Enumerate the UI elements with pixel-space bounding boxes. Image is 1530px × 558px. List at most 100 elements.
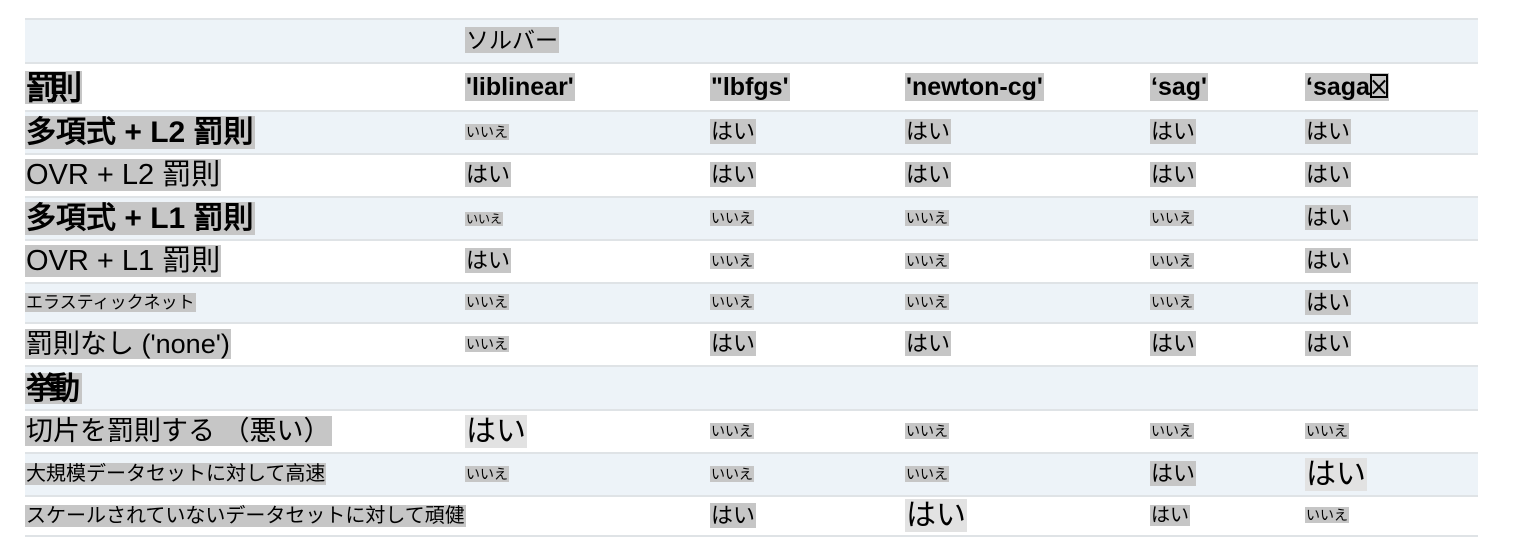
cell-value: いいえ	[1305, 507, 1349, 523]
cell-value: いいえ	[1150, 294, 1194, 310]
row-label-cell: 多項式 + L1 罰則	[25, 197, 465, 240]
section-behavior-filler-newton-cg	[905, 366, 1150, 410]
table-row: OVR + L2 罰則 はい はい はい はい はい	[25, 154, 1479, 197]
cell-newton-cg: いいえ	[905, 453, 1150, 496]
section-behavior-filler-saga	[1305, 366, 1478, 410]
column-header-newton-cg-cell: 'newton-cg'	[905, 63, 1150, 111]
table-row: 大規模データセットに対して高速 いいえ いいえ いいえ はい はい	[25, 453, 1479, 496]
row-label: スケールされていないデータセットに対して頑健	[25, 504, 466, 527]
row-label-cell: OVR + L1 罰則	[25, 240, 465, 283]
cell-value: いいえ	[905, 252, 949, 269]
row-label-cell: OVR + L2 罰則	[25, 154, 465, 197]
cell-sag: はい	[1150, 111, 1305, 154]
row-label: 罰則なし ('none')	[25, 329, 231, 359]
row-label: 多項式 + L1 罰則	[25, 201, 255, 235]
cell-newton-cg: はい	[905, 323, 1150, 366]
cell-liblinear: はい	[465, 240, 710, 283]
cell-newton-cg: いいえ	[905, 283, 1150, 323]
cell-value: はい	[1305, 289, 1352, 315]
cell-value: はい	[1305, 205, 1352, 230]
cell-saga: はい	[1305, 453, 1478, 496]
cell-lbfgs: はい	[710, 111, 905, 154]
table-row: 多項式 + L2 罰則 いいえ はい はい はい はい	[25, 111, 1479, 154]
cell-value: はい	[1305, 457, 1367, 491]
cell-value: はい	[710, 162, 757, 187]
cell-value: いいえ	[465, 335, 509, 352]
column-header-lbfgs-cell: "lbfgs'	[710, 63, 905, 111]
cell-newton-cg: はい	[905, 154, 1150, 197]
row-label-cell: 切片を罰則する （悪い）	[25, 410, 465, 453]
cell-value: はい	[465, 414, 527, 448]
table-row-column-header: 罰則 'liblinear' "lbfgs' 'newton-cg' ‘sag'…	[25, 63, 1479, 111]
cell-value: いいえ	[1305, 422, 1349, 439]
cell-value: いいえ	[465, 123, 509, 140]
cell-value: はい	[1305, 248, 1352, 273]
section-behavior-filler-liblinear	[465, 366, 710, 410]
cell-sag: いいえ	[1150, 197, 1305, 240]
cell-newton-cg: いいえ	[905, 197, 1150, 240]
table-row-group-header: ソルバー	[25, 19, 1479, 63]
cell-value: はい	[710, 502, 757, 528]
table-row: 多項式 + L1 罰則 いいえ いいえ いいえ いいえ はい	[25, 197, 1479, 240]
column-header-sag-cell: ‘sag'	[1150, 63, 1305, 111]
cell-liblinear: はい	[465, 410, 710, 453]
column-header-saga-label: ‘saga	[1306, 72, 1370, 101]
cell-sag: いいえ	[1150, 283, 1305, 323]
cell-value: いいえ	[905, 209, 949, 226]
row-label: 大規模データセットに対して高速	[25, 463, 327, 485]
row-label: OVR + L2 罰則	[25, 159, 222, 191]
cell-liblinear: いいえ	[465, 283, 710, 323]
row-label: 多項式 + L2 罰則	[25, 115, 255, 149]
cell-value: いいえ	[465, 211, 504, 226]
cell-value: いいえ	[1150, 252, 1194, 269]
cell-value: はい	[1150, 331, 1197, 356]
cell-value: はい	[710, 119, 757, 144]
section-behavior-filler-sag	[1150, 366, 1305, 410]
cell-saga: はい	[1305, 283, 1478, 323]
cell-value: いいえ	[710, 209, 754, 226]
cell-value: いいえ	[710, 252, 754, 269]
cell-lbfgs: いいえ	[710, 240, 905, 283]
row-label: 切片を罰則する （悪い）	[25, 416, 332, 446]
cell-value: はい	[465, 248, 512, 273]
cell-lbfgs: はい	[710, 323, 905, 366]
cell-saga: はい	[1305, 111, 1478, 154]
cell-saga: はい	[1305, 323, 1478, 366]
solver-penalty-comparison-table: ソルバー 罰則 'liblinear' "lbfgs' 'newton-cg'	[25, 18, 1479, 537]
row-label-cell: エラスティックネット	[25, 283, 465, 323]
cell-saga: いいえ	[1305, 410, 1478, 453]
table-row-section-behavior: 挙動	[25, 366, 1479, 410]
cell-value: はい	[905, 119, 952, 144]
cell-saga: はい	[1305, 197, 1478, 240]
cell-newton-cg: はい	[905, 496, 1150, 536]
cell-lbfgs: いいえ	[710, 410, 905, 453]
table-row: 罰則なし ('none') いいえ はい はい はい はい	[25, 323, 1479, 366]
cell-value: はい	[1150, 461, 1197, 486]
cell-saga: はい	[1305, 154, 1478, 197]
column-header-lbfgs-label: "lbfgs'	[710, 72, 790, 101]
cell-sag: いいえ	[1150, 240, 1305, 283]
cell-value: いいえ	[905, 465, 949, 482]
column-header-saga-cell: ‘saga	[1305, 63, 1478, 111]
cell-lbfgs: いいえ	[710, 453, 905, 496]
cell-lbfgs: いいえ	[710, 197, 905, 240]
cell-sag: はい	[1150, 323, 1305, 366]
column-header-liblinear-cell: 'liblinear'	[465, 63, 710, 111]
missing-glyph-box-icon	[1369, 74, 1388, 98]
cell-value: はい	[1305, 162, 1352, 187]
section-behavior-filler-lbfgs	[710, 366, 905, 410]
column-header-newton-cg-label: 'newton-cg'	[905, 72, 1044, 101]
cell-lbfgs: はい	[710, 154, 905, 197]
group-header-solver-label: ソルバー	[465, 27, 559, 53]
cell-value: いいえ	[1150, 422, 1194, 439]
table-row: 切片を罰則する （悪い） はい いいえ いいえ いいえ いいえ	[25, 410, 1479, 453]
cell-sag: はい	[1150, 453, 1305, 496]
cell-liblinear: いいえ	[465, 111, 710, 154]
cell-value: はい	[465, 162, 512, 187]
cell-value: はい	[1305, 331, 1352, 356]
row-label-cell: 大規模データセットに対して高速	[25, 453, 465, 496]
row-label-cell: スケールされていないデータセットに対して頑健	[25, 496, 466, 536]
cell-lbfgs: はい	[710, 496, 905, 536]
cell-saga: いいえ	[1305, 496, 1478, 536]
cell-value: はい	[905, 331, 952, 356]
